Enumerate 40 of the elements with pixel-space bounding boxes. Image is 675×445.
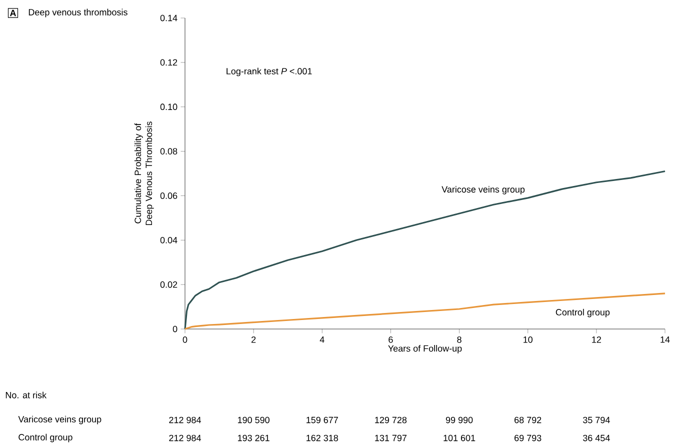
y-axis-title: Cumulative Probability of Deep Venous Thrombosis: [134, 122, 154, 226]
y-tick-label: 0: [172, 326, 178, 332]
annotation: Log-rank test P <.001: [226, 68, 312, 76]
text: 69 793: [514, 434, 542, 442]
x-tick-label: 2: [252, 336, 256, 343]
text: Control group: [18, 434, 72, 442]
text: Deep venous thrombosis: [28, 8, 128, 18]
y-tick-label: 0.04: [160, 236, 178, 244]
series-label: Varicose veins group: [442, 186, 525, 194]
text: 101 601: [444, 434, 476, 442]
y-tick-label: 0.08: [160, 148, 178, 154]
x-tick-label: 0: [182, 336, 188, 343]
text: No. at risk: [6, 392, 47, 398]
y-tick-label: 0.10: [160, 104, 178, 110]
x-tick-label: 14: [660, 336, 670, 343]
x-axis-title: Years of Follow-up: [388, 345, 462, 354]
text: 190 590: [238, 416, 270, 424]
text: 159 677: [306, 416, 338, 424]
x-tick-label: 8: [457, 336, 462, 343]
text: A: [10, 10, 16, 16]
y-tick-label: 0.14: [160, 14, 178, 22]
text: 162 318: [306, 434, 338, 442]
text: 193 261: [238, 434, 270, 442]
y-tick-label: 0.02: [160, 281, 178, 288]
x-tick-label: 10: [524, 336, 533, 343]
x-tick-label: 6: [388, 336, 393, 343]
series-label: Control group: [556, 308, 610, 318]
y-tick-label: 0.12: [160, 59, 178, 66]
text: 212 984: [169, 434, 201, 442]
text: 99 990: [446, 416, 473, 424]
text: 129 728: [375, 416, 407, 424]
text: 68 792: [514, 416, 542, 424]
text: 36 454: [583, 434, 610, 442]
text: 212 984: [169, 416, 201, 424]
x-tick-label: 4: [320, 336, 324, 343]
y-tick-label: 0.06: [160, 192, 178, 199]
text: 131 797: [375, 434, 407, 442]
text: Varicose veins group: [18, 416, 102, 424]
x-tick-label: 12: [592, 336, 601, 343]
text: 35 794: [583, 416, 610, 424]
